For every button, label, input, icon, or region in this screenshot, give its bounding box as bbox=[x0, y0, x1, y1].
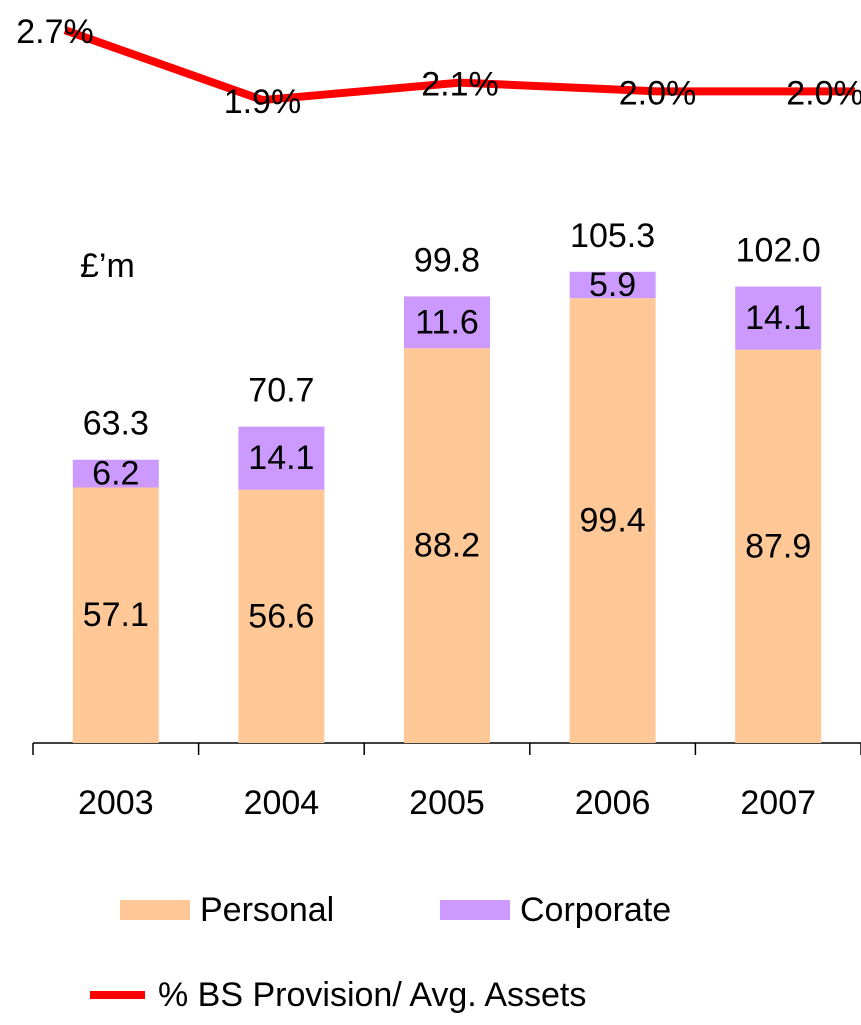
bar-segment bbox=[238, 426, 325, 490]
line-label: 2.1% bbox=[421, 66, 499, 104]
legend-swatch bbox=[120, 900, 190, 920]
data-label: 11.6 bbox=[415, 303, 479, 341]
data-label: 14.1 bbox=[248, 439, 314, 477]
x-tick-label: 2006 bbox=[575, 784, 651, 822]
total-label: 63.3 bbox=[83, 405, 149, 443]
data-label: 57.1 bbox=[83, 596, 149, 634]
bar-segment bbox=[569, 298, 656, 743]
data-label: 6.2 bbox=[92, 455, 139, 493]
line-label: 1.9% bbox=[224, 83, 302, 121]
line bbox=[63, 26, 855, 105]
line-label: 2.7% bbox=[16, 13, 94, 51]
line-label: 2.0% bbox=[619, 74, 697, 112]
bar-segment bbox=[735, 349, 822, 743]
bar-segment bbox=[735, 286, 822, 350]
bar-segment bbox=[238, 489, 325, 743]
total-label: 99.8 bbox=[414, 241, 480, 279]
line-label: 2.0% bbox=[786, 74, 861, 112]
total-label: 70.7 bbox=[248, 372, 314, 410]
bar-segment bbox=[404, 348, 490, 743]
data-label: 99.4 bbox=[580, 502, 646, 540]
x-tick-label: 2005 bbox=[409, 784, 485, 822]
legend-label: Corporate bbox=[520, 891, 671, 929]
x-tick-label: 2004 bbox=[244, 784, 320, 822]
total-label: 105.3 bbox=[570, 217, 655, 255]
legend-swatch bbox=[440, 900, 510, 920]
x-tick-label: 2003 bbox=[78, 784, 154, 822]
data-label: 14.1 bbox=[745, 299, 811, 337]
legend-label: % BS Provision/ Avg. Assets bbox=[158, 976, 586, 1014]
bar-segment bbox=[569, 271, 656, 299]
data-label: 88.2 bbox=[414, 527, 480, 565]
bar-segment bbox=[404, 296, 490, 349]
bar-segment bbox=[72, 459, 159, 488]
total-label: 102.0 bbox=[736, 232, 821, 270]
bar-segment bbox=[72, 487, 159, 743]
data-label: 5.9 bbox=[589, 266, 636, 304]
unit-label: £’m bbox=[80, 247, 135, 285]
legend-label: Personal bbox=[200, 891, 334, 929]
data-label: 87.9 bbox=[745, 527, 811, 565]
data-label: 56.6 bbox=[248, 597, 314, 635]
x-tick-label: 2007 bbox=[740, 784, 816, 822]
